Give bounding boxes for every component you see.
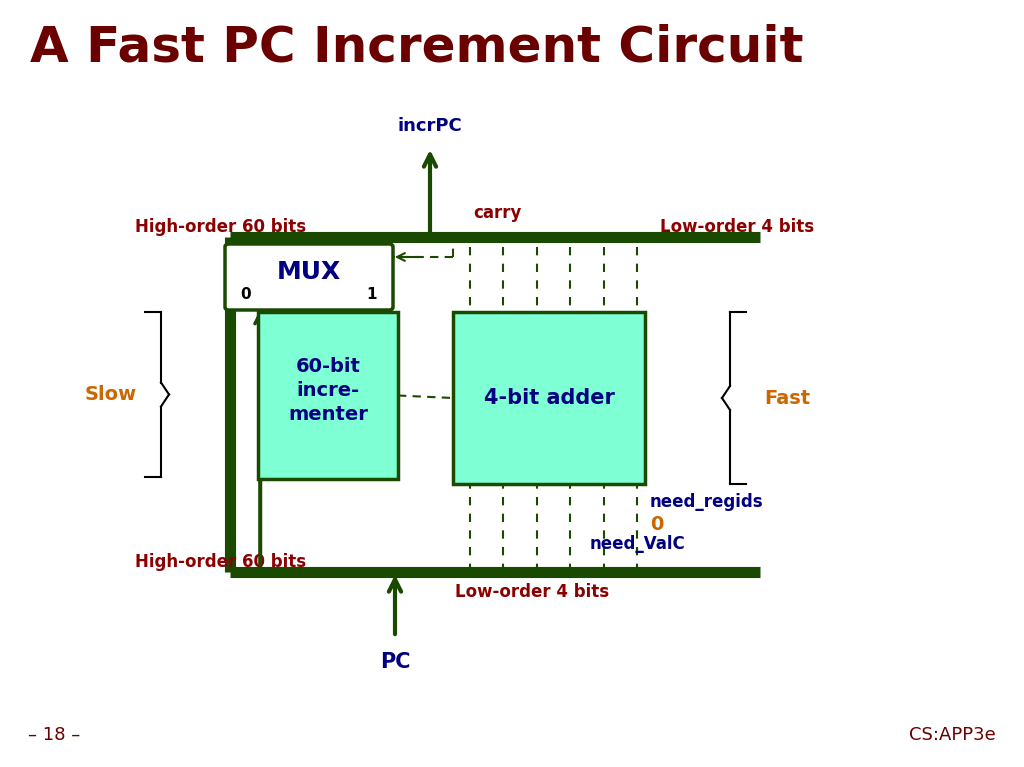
FancyBboxPatch shape xyxy=(225,244,393,310)
Text: incrPC: incrPC xyxy=(397,117,463,135)
Text: Fast: Fast xyxy=(764,389,810,407)
Text: CS:APP3e: CS:APP3e xyxy=(909,726,996,744)
Text: PC: PC xyxy=(380,652,411,672)
Text: Low-order 4 bits: Low-order 4 bits xyxy=(455,583,609,601)
Text: – 18 –: – 18 – xyxy=(28,726,80,744)
Text: MUX: MUX xyxy=(276,260,341,284)
Text: High-order 60 bits: High-order 60 bits xyxy=(135,218,306,236)
Text: carry: carry xyxy=(473,204,521,222)
Text: A Fast PC Increment Circuit: A Fast PC Increment Circuit xyxy=(30,23,804,71)
Text: Low-order 4 bits: Low-order 4 bits xyxy=(660,218,814,236)
Bar xyxy=(453,312,645,484)
Text: need_ValC: need_ValC xyxy=(590,535,686,553)
Text: 0: 0 xyxy=(650,515,664,534)
Text: High-order 60 bits: High-order 60 bits xyxy=(135,553,306,571)
Bar xyxy=(258,312,398,479)
Text: 60-bit
incre-
menter: 60-bit incre- menter xyxy=(288,357,368,423)
Text: 4-bit adder: 4-bit adder xyxy=(483,388,614,408)
Text: need_regids: need_regids xyxy=(650,493,764,511)
Text: 1: 1 xyxy=(367,287,377,302)
Text: 0: 0 xyxy=(241,287,251,302)
Text: Slow: Slow xyxy=(85,385,137,404)
